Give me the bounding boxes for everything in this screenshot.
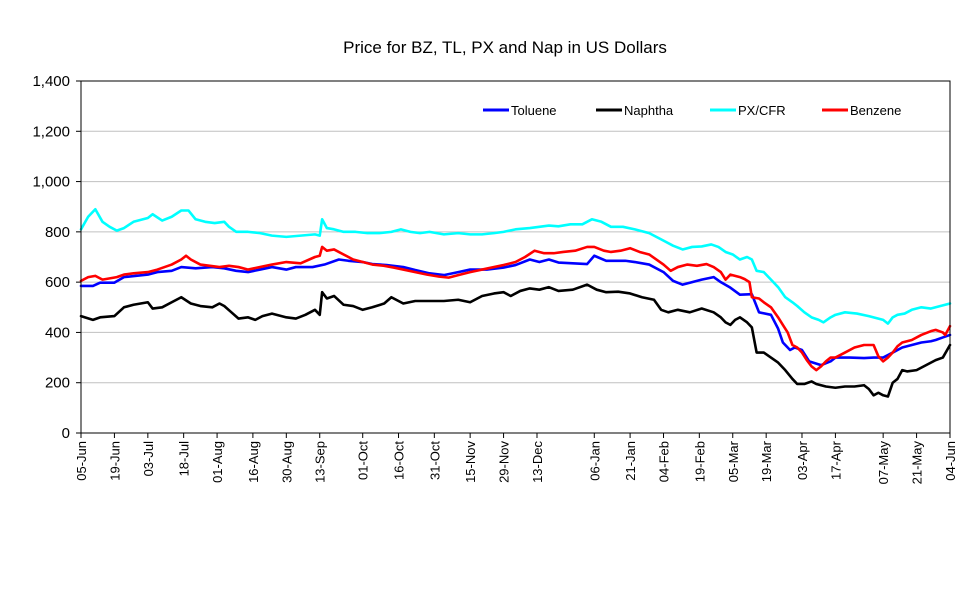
gridlines <box>81 130 950 384</box>
x-tick-label: 05-Mar <box>726 440 741 482</box>
legend-label: PX/CFR <box>738 103 786 118</box>
y-tick-label: 800 <box>45 224 70 241</box>
y-tick-label: 0 <box>62 425 70 442</box>
legend: Toluene Naphtha PX/CFR Benzene <box>483 103 901 118</box>
y-tick-label: 1,200 <box>32 123 70 140</box>
x-tick-label: 19-Feb <box>692 441 707 482</box>
series-line-benzene <box>79 245 952 372</box>
x-tick-label: 15-Nov <box>463 441 478 483</box>
legend-label: Naphtha <box>624 103 674 118</box>
x-tick-label: 18-Jul <box>177 441 192 477</box>
x-tick-label: 29-Nov <box>497 441 512 483</box>
x-tick-label: 01-Oct <box>356 441 371 480</box>
x-tick-label: 01-Aug <box>210 441 225 483</box>
x-tick-label: 04-Jun <box>943 441 958 481</box>
x-tick-label: 19-Jun <box>107 441 122 481</box>
x-tick-label: 30-Aug <box>279 441 294 483</box>
series-line-toluene <box>79 254 952 367</box>
x-tick-label: 13-Sep <box>313 441 328 483</box>
x-tick-label: 16-Aug <box>246 441 261 483</box>
y-tick-label: 600 <box>45 274 70 291</box>
x-tick-label: 16-Oct <box>392 441 407 480</box>
x-tick-label: 17-Apr <box>828 440 843 480</box>
legend-label: Toluene <box>511 103 557 118</box>
x-tick-label: 03-Jul <box>141 441 156 477</box>
x-tick-label: 03-Apr <box>795 440 810 480</box>
x-tick-label: 21-Jan <box>623 441 638 481</box>
y-tick-label: 200 <box>45 375 70 392</box>
x-tick-label: 06-Jan <box>587 441 602 481</box>
series-line-naphtha <box>79 283 952 398</box>
series-lines <box>79 207 952 398</box>
y-tick-label: 1,400 <box>32 73 70 90</box>
x-tick-label: 05-Jun <box>74 441 89 481</box>
series-line-px-cfr <box>79 207 952 325</box>
x-tick-label: 04-Feb <box>657 441 672 482</box>
y-tick-label: 400 <box>45 324 70 341</box>
legend-label: Benzene <box>850 103 901 118</box>
x-tick-label: 07-May <box>876 441 891 485</box>
chart-title: Price for BZ, TL, PX and Nap in US Dolla… <box>343 38 667 57</box>
y-tick-label: 1,000 <box>32 174 70 191</box>
plot-area <box>80 80 951 434</box>
x-tick-label: 31-Oct <box>427 441 442 480</box>
x-tick-label: 19-Mar <box>759 440 774 482</box>
x-axis: 05-Jun 19-Jun 03-Jul 18-Jul 01-Aug 16-Aug 30-A… <box>74 433 958 484</box>
x-tick-label: 13-Dec <box>530 441 545 483</box>
x-tick-label: 21-May <box>910 441 925 485</box>
y-axis: 0 200 400 600 800 1,000 1,200 1,400 <box>32 73 81 442</box>
